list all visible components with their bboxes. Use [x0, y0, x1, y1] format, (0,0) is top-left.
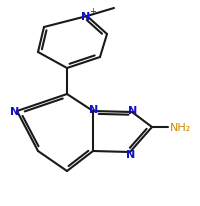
Text: N: N: [89, 104, 98, 115]
Text: N: N: [126, 149, 135, 159]
Text: +: +: [89, 6, 96, 15]
Text: N: N: [81, 12, 90, 22]
Text: N: N: [10, 107, 20, 116]
Text: N: N: [128, 105, 137, 115]
Text: NH₂: NH₂: [169, 122, 190, 132]
